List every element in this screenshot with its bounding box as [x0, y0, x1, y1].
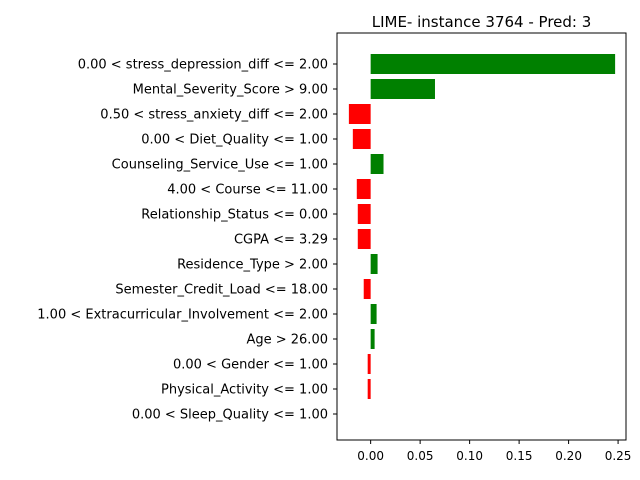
x-ticks: 0.00 0.05 0.10 0.15 0.20 0.25 — [357, 440, 631, 463]
bar-11 — [370, 329, 375, 349]
bar-1 — [370, 79, 435, 99]
chart-title: LIME- instance 3764 - Pred: 3 — [372, 13, 592, 31]
x-tick-label-5: 0.25 — [605, 449, 632, 463]
y-tick-labels: 0.00 < stress_depression_diff <= 2.00 Men… — [37, 58, 337, 423]
y-label-10: 1.00 < Extracurricular_Involvement <= 2.… — [37, 308, 328, 323]
y-label-11: Age > 26.00 — [246, 333, 328, 348]
bar-3 — [352, 129, 371, 149]
y-label-0: 0.00 < stress_depression_diff <= 2.00 — [78, 58, 328, 73]
y-label-6: Relationship_Status <= 0.00 — [141, 208, 328, 223]
y-label-12: 0.00 < Gender <= 1.00 — [173, 358, 328, 373]
bar-13 — [367, 379, 371, 399]
plot-frame — [336, 32, 627, 441]
y-label-14: 0.00 < Sleep_Quality <= 1.00 — [132, 408, 328, 423]
bar-8 — [370, 254, 378, 274]
y-label-8: Residence_Type > 2.00 — [177, 258, 328, 273]
y-label-13: Physical_Activity <= 1.00 — [161, 383, 328, 398]
x-tick-label-1: 0.05 — [407, 449, 434, 463]
bar-12 — [367, 354, 371, 374]
y-label-2: 0.50 < stress_anxiety_diff <= 2.00 — [100, 108, 328, 123]
bar-4 — [370, 154, 384, 174]
bar-5 — [356, 179, 371, 199]
y-label-9: Semester_Credit_Load <= 18.00 — [115, 283, 328, 298]
y-label-5: 4.00 < Course <= 11.00 — [167, 183, 328, 198]
x-tick-label-2: 0.10 — [456, 449, 483, 463]
x-tick-label-3: 0.15 — [506, 449, 533, 463]
y-label-1: Mental_Severity_Score > 9.00 — [133, 83, 328, 98]
bar-0 — [370, 54, 616, 74]
bar-7 — [357, 229, 371, 249]
bars-group — [348, 54, 616, 399]
y-label-3: 0.00 < Diet_Quality <= 1.00 — [141, 133, 328, 148]
x-tick-label-0: 0.00 — [357, 449, 384, 463]
bar-9 — [363, 279, 371, 299]
x-tick-label-4: 0.20 — [555, 449, 582, 463]
y-label-7: CGPA <= 3.29 — [234, 233, 328, 248]
y-label-4: Counseling_Service_Use <= 1.00 — [112, 158, 328, 173]
bar-6 — [357, 204, 371, 224]
bar-10 — [370, 304, 377, 324]
bar-2 — [348, 104, 371, 124]
